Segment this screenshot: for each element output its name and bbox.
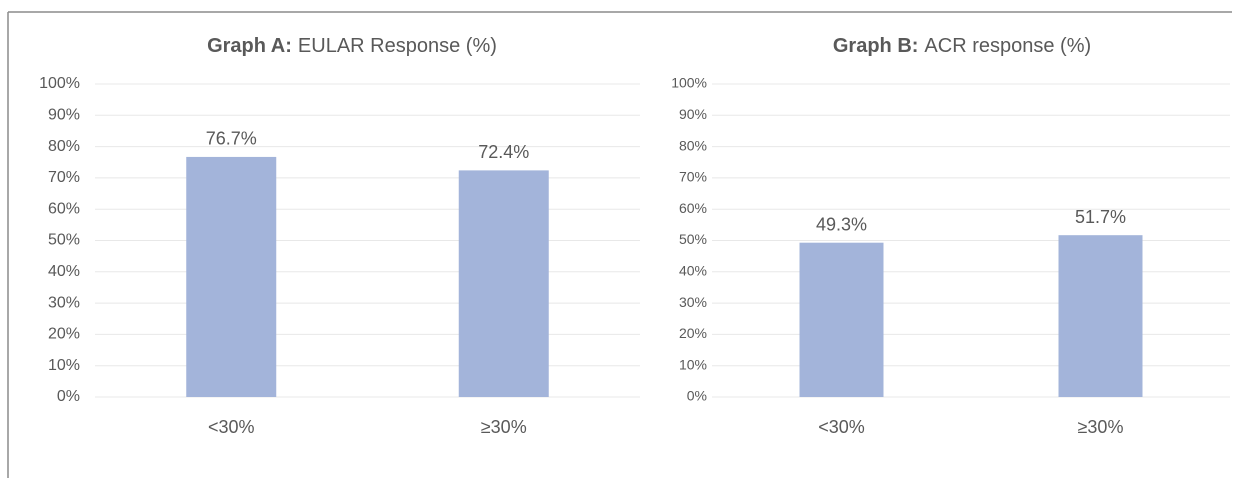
bar [1058, 235, 1143, 397]
y-tick-label: 20% [679, 325, 707, 341]
chart-title: Graph A: EULAR Response (%) [207, 35, 497, 57]
y-tick-label: 80% [48, 138, 80, 155]
bar [458, 170, 549, 397]
value-label: 76.7% [206, 129, 257, 149]
y-tick-label: 0% [57, 388, 80, 405]
x-tick-label: <30% [818, 417, 865, 437]
y-tick-label: 70% [48, 169, 80, 186]
value-label: 49.3% [816, 214, 867, 234]
y-tick-label: 40% [679, 263, 707, 279]
y-tick-label: 90% [48, 107, 80, 124]
y-tick-label: 70% [679, 169, 707, 185]
x-tick-label: ≥30% [1078, 417, 1124, 437]
chart: Graph B: ACR response (%) 0% 10% 20% 30% 40% 50… [671, 35, 1230, 437]
y-tick-label: 60% [48, 200, 80, 217]
chart-title-text: ACR response (%) [924, 35, 1091, 57]
chart-title-lead: Graph B: [833, 35, 919, 57]
bar [799, 242, 884, 397]
y-tick-label: 20% [48, 326, 80, 343]
y-tick-label: 90% [679, 106, 707, 122]
chart: Graph A: EULAR Response (%) 0% 10% 20% 30% 40%… [39, 35, 640, 437]
y-tick-label: 100% [671, 75, 707, 91]
y-tick-label: 80% [679, 137, 707, 153]
y-tick-label: 60% [679, 200, 707, 216]
y-tick-label: 40% [48, 263, 80, 280]
y-tick-label: 30% [48, 294, 80, 311]
y-tick-label: 10% [48, 357, 80, 374]
chart-title: Graph B: ACR response (%) [833, 35, 1091, 57]
x-tick-label: ≥30% [481, 417, 527, 437]
y-tick-label: 50% [48, 232, 80, 249]
y-tick-label: 10% [679, 356, 707, 372]
value-label: 72.4% [478, 142, 529, 162]
x-tick-label: <30% [208, 417, 255, 437]
y-tick-label: 50% [679, 231, 707, 247]
value-label: 51.7% [1075, 207, 1126, 227]
y-tick-label: 0% [687, 388, 707, 404]
y-tick-label: 30% [679, 294, 707, 310]
y-tick-label: 100% [39, 75, 80, 92]
bar [186, 156, 277, 397]
chart-title-lead: Graph A: [207, 35, 292, 57]
chart-title-text: EULAR Response (%) [298, 35, 497, 57]
